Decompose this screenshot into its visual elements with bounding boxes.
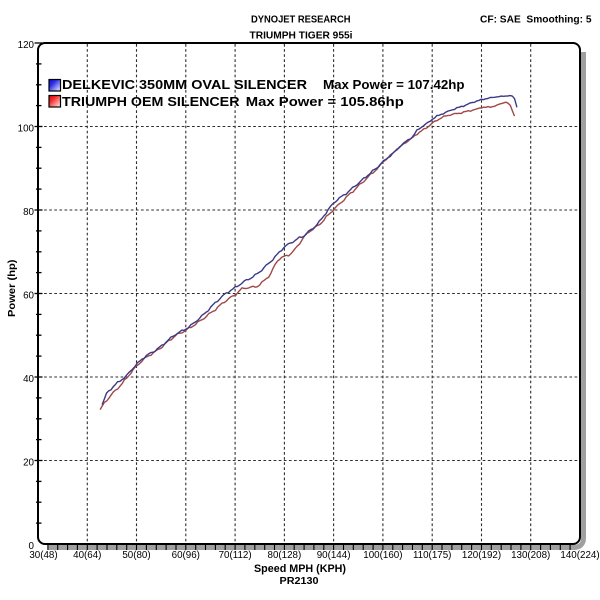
svg-text:90(144): 90(144) — [317, 550, 351, 561]
svg-text:PR2130: PR2130 — [280, 576, 319, 587]
svg-text:100(160): 100(160) — [363, 550, 402, 561]
svg-text:50(80): 50(80) — [122, 550, 150, 561]
svg-text:CF: SAE Smoothing: 5: CF: SAE Smoothing: 5 — [480, 15, 592, 26]
svg-text:40(64): 40(64) — [73, 550, 101, 561]
svg-text:60: 60 — [23, 290, 34, 301]
svg-text:120: 120 — [18, 40, 35, 51]
svg-text:0: 0 — [29, 541, 35, 552]
svg-text:70(112): 70(112) — [219, 550, 252, 561]
svg-text:TRIUMPH OEM SILENCER: TRIUMPH OEM SILENCER — [62, 95, 240, 109]
svg-text:120(192): 120(192) — [462, 550, 501, 561]
svg-text:TRIUMPH TIGER 955i: TRIUMPH TIGER 955i — [250, 31, 353, 42]
svg-text:130(208): 130(208) — [511, 550, 550, 561]
svg-text:20: 20 — [23, 457, 34, 468]
svg-text:Power (hp): Power (hp) — [7, 260, 18, 318]
svg-text:Speed MPH (KPH): Speed MPH (KPH) — [254, 563, 346, 575]
svg-text:30(48): 30(48) — [29, 550, 57, 561]
svg-text:DYNOJET RESEARCH: DYNOJET RESEARCH — [251, 15, 351, 26]
svg-text:40: 40 — [23, 374, 34, 385]
svg-text:Max Power = 107.42hp: Max Power = 107.42hp — [323, 78, 465, 92]
svg-text:80: 80 — [23, 207, 34, 218]
svg-text:110(175): 110(175) — [413, 550, 452, 561]
svg-text:60(96): 60(96) — [172, 550, 200, 561]
svg-text:140(224): 140(224) — [560, 550, 599, 561]
svg-text:80(128): 80(128) — [268, 550, 302, 561]
svg-text:100: 100 — [18, 123, 35, 134]
svg-text:DELKEVIC 350MM OVAL SILENCER: DELKEVIC 350MM OVAL SILENCER — [62, 78, 307, 92]
svg-text:Max Power = 105.86hp: Max Power = 105.86hp — [246, 95, 404, 109]
